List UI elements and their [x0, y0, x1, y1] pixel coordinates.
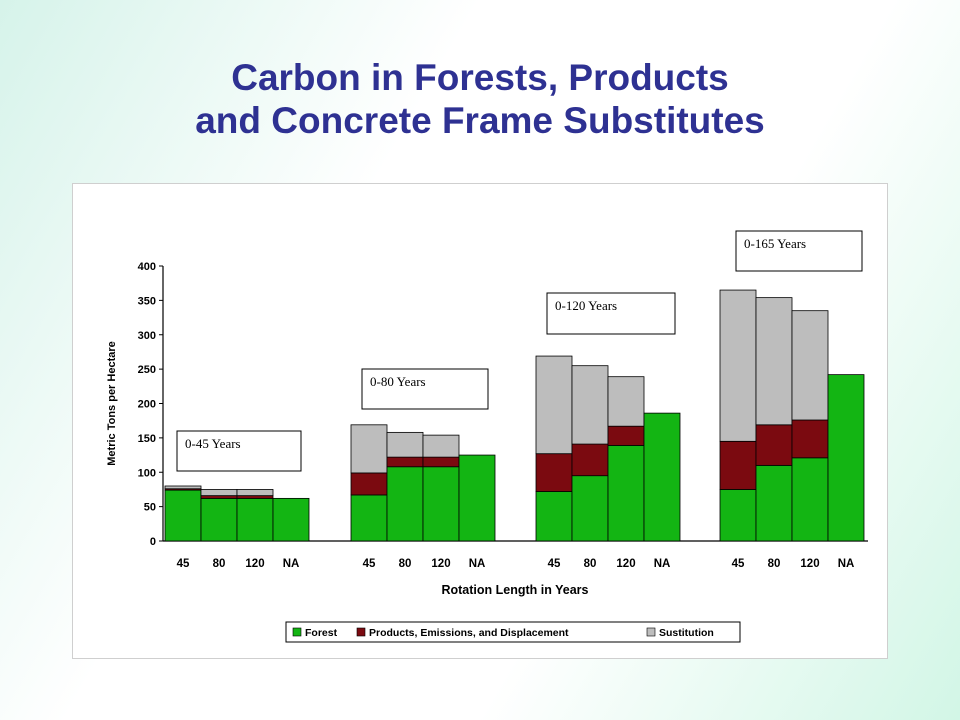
bar-segment-forest	[719, 489, 757, 542]
legend-swatch	[292, 627, 302, 637]
chart-frame: 0 50 100 150 200 250 300 350 400 Metric Tons per …	[72, 183, 888, 659]
x-tick-label: 45	[363, 558, 376, 570]
y-tick-label: 0	[150, 536, 156, 548]
y-tick-label: 400	[138, 261, 156, 273]
bar-segment-forest	[535, 491, 573, 542]
group-label: 0-80 Years	[370, 374, 426, 389]
group-label-box	[176, 430, 302, 472]
x-tick-label: NA	[469, 558, 486, 570]
group-label: 0-45 Years	[185, 436, 241, 451]
bar-segment-products-emissions-and-displacement	[535, 453, 573, 492]
group-label: 0-120 Years	[555, 298, 617, 313]
bar-segment-sustitution	[236, 489, 274, 497]
bar-segment-forest	[643, 412, 681, 542]
bar-segment-products-emissions-and-displacement	[386, 456, 424, 468]
group-label-box	[735, 230, 863, 272]
y-tick-label: 50	[144, 502, 156, 514]
bar-segment-forest	[755, 464, 793, 542]
x-tick-label: NA	[838, 558, 855, 570]
y-tick-label: 250	[138, 364, 156, 376]
bar-segment-forest	[200, 497, 238, 542]
x-tick-label: 80	[399, 558, 412, 570]
legend-box	[285, 621, 741, 643]
bar-segment-products-emissions-and-displacement	[350, 472, 388, 496]
bar-segment-products-emissions-and-displacement	[422, 456, 460, 468]
bar-segment-forest	[827, 374, 865, 542]
bar-segment-forest	[272, 497, 310, 542]
bar-segment-forest	[164, 489, 202, 542]
group-label-box	[361, 368, 489, 410]
bar-segment-forest	[386, 466, 424, 542]
y-tick-label: 100	[138, 467, 156, 479]
slide-title-line-2: and Concrete Frame Substitutes	[195, 100, 765, 141]
bar-segment-sustitution	[422, 434, 460, 458]
bar-segment-products-emissions-and-displacement	[571, 443, 609, 477]
bar-segment-sustitution	[200, 489, 238, 497]
bar-segment-sustitution	[535, 355, 573, 455]
bar-segment-products-emissions-and-displacement	[755, 424, 793, 466]
bar-segment-products-emissions-and-displacement	[236, 495, 274, 499]
bar-segment-sustitution	[607, 376, 645, 427]
y-tick-label: 350	[138, 295, 156, 307]
legend-swatch	[356, 627, 366, 637]
group-label: 0-165 Years	[744, 236, 806, 251]
x-tick-label: 45	[732, 558, 745, 570]
bar-segment-forest	[571, 475, 609, 542]
x-tick-label: NA	[654, 558, 671, 570]
bar-segment-forest	[422, 466, 460, 542]
bar-segment-forest	[350, 494, 388, 542]
bar-segment-forest	[236, 497, 274, 542]
y-tick-label: 150	[138, 433, 156, 445]
x-axis-title: Rotation Length in Years	[441, 583, 588, 597]
x-tick-label: 120	[800, 558, 819, 570]
y-tick-label: 300	[138, 330, 156, 342]
bar-segment-sustitution	[386, 431, 424, 458]
bar-segment-sustitution	[164, 485, 202, 490]
x-tick-label: 80	[213, 558, 226, 570]
bar-segment-sustitution	[719, 289, 757, 442]
stacked-bar-chart: 0 50 100 150 200 250 300 350 400 Metric Tons per …	[106, 230, 868, 643]
bar-segment-sustitution	[791, 310, 829, 421]
bar-segment-products-emissions-and-displacement	[607, 425, 645, 446]
y-tick-label: 200	[138, 399, 156, 411]
x-tick-label: 45	[177, 558, 190, 570]
bar-segment-products-emissions-and-displacement	[791, 419, 829, 459]
x-tick-label: 120	[245, 558, 264, 570]
x-tick-label: 80	[584, 558, 597, 570]
bar-segment-forest	[791, 457, 829, 542]
x-tick-label: 120	[431, 558, 450, 570]
x-tick-label: 80	[768, 558, 781, 570]
slide-title: Carbon in Forests, Products and Concrete…	[0, 56, 960, 142]
bar-segment-forest	[607, 445, 645, 542]
bar-segment-products-emissions-and-displacement	[719, 440, 757, 490]
y-axis-title: Metric Tons per Hectare	[106, 341, 118, 466]
legend-swatch	[646, 627, 656, 637]
bar-segment-sustitution	[571, 365, 609, 445]
legend-label: Forest	[305, 627, 338, 639]
x-tick-label: NA	[283, 558, 300, 570]
group-label-box	[546, 292, 676, 335]
slide-title-line-1: Carbon in Forests, Products	[231, 57, 729, 98]
bar-segment-products-emissions-and-displacement	[200, 495, 238, 499]
legend-label: Sustitution	[659, 627, 714, 639]
bar-segment-sustitution	[755, 297, 793, 426]
bar-segment-sustitution	[350, 424, 388, 474]
x-tick-label: 45	[548, 558, 561, 570]
legend-label: Products, Emissions, and Displacement	[369, 627, 569, 639]
x-tick-label: 120	[616, 558, 635, 570]
bar-segment-forest	[458, 454, 496, 542]
